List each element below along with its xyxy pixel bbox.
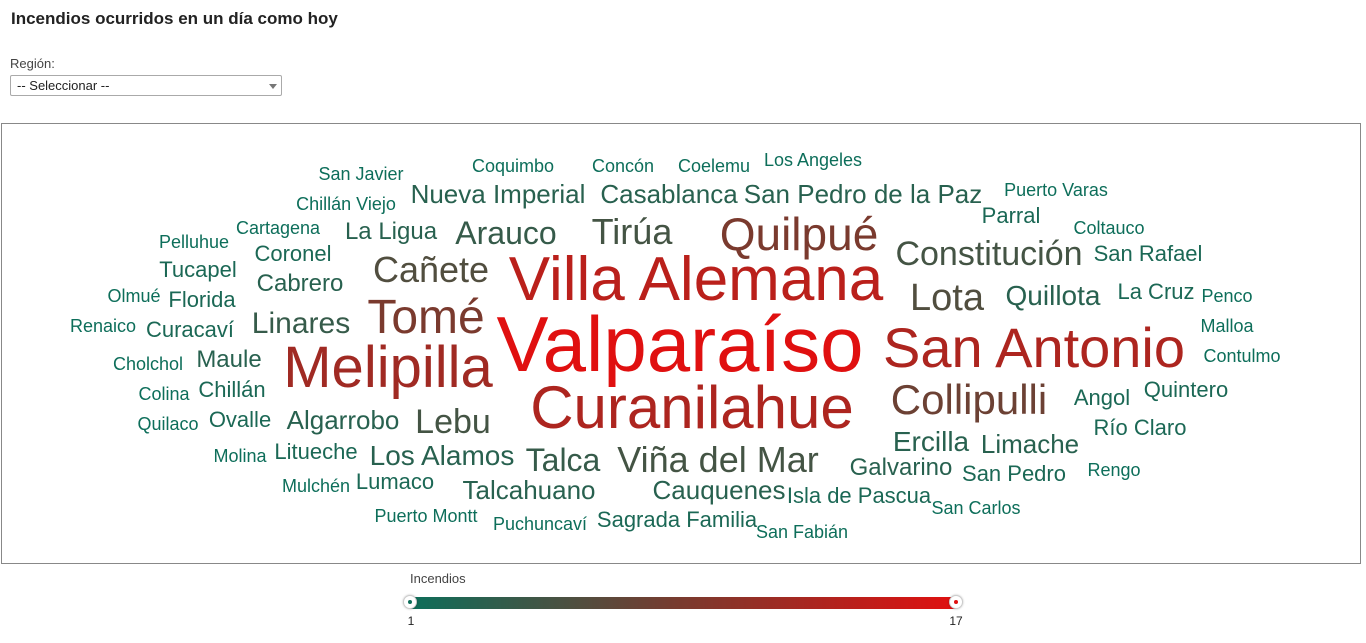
cloud-word[interactable]: San Fabián xyxy=(755,522,849,542)
cloud-word[interactable]: Curacaví xyxy=(145,317,235,342)
cloud-word[interactable]: Molina xyxy=(213,446,267,466)
cloud-word[interactable]: Cauquenes xyxy=(652,475,786,505)
region-select[interactable]: -- Seleccionar -- xyxy=(10,75,282,96)
cloud-word[interactable]: Puerto Varas xyxy=(1004,180,1108,200)
cloud-word[interactable]: Mulchén xyxy=(281,476,351,496)
cloud-word[interactable]: Cabrero xyxy=(256,270,344,297)
legend-color-bar xyxy=(410,597,956,609)
cloud-word[interactable]: Concón xyxy=(591,156,655,176)
cloud-word[interactable]: La Cruz xyxy=(1117,279,1195,304)
cloud-word[interactable]: Olmué xyxy=(107,286,161,306)
cloud-word[interactable]: Valparaíso xyxy=(496,300,864,388)
cloud-word[interactable]: Arauco xyxy=(455,215,557,251)
cloud-word[interactable]: Puerto Montt xyxy=(374,506,478,526)
cloud-word[interactable]: Litueche xyxy=(274,439,358,464)
cloud-word[interactable]: Lebu xyxy=(415,403,491,441)
cloud-word[interactable]: Tucapel xyxy=(159,257,237,282)
cloud-word[interactable]: Quintero xyxy=(1143,377,1229,402)
cloud-word[interactable]: Viña del Mar xyxy=(617,439,819,480)
cloud-word[interactable]: Melipilla xyxy=(283,335,493,400)
legend-min-handle[interactable] xyxy=(403,595,417,609)
cloud-word[interactable]: Algarrobo xyxy=(286,405,400,435)
cloud-word[interactable]: Coelemu xyxy=(677,156,751,176)
cloud-word[interactable]: Contulmo xyxy=(1203,346,1281,366)
cloud-word[interactable]: San Pedro de la Paz xyxy=(743,179,983,209)
cloud-word[interactable]: Constitución xyxy=(895,235,1083,273)
cloud-word[interactable]: Maule xyxy=(196,346,262,373)
cloud-word[interactable]: Sagrada Familia xyxy=(596,507,758,532)
cloud-word[interactable]: Los Angeles xyxy=(763,150,863,170)
cloud-word[interactable]: Cañete xyxy=(372,249,490,290)
cloud-word[interactable]: Linares xyxy=(251,307,351,340)
cloud-word[interactable]: San Pedro xyxy=(962,461,1066,486)
cloud-word[interactable]: Curanilahue xyxy=(530,374,854,441)
cloud-word[interactable]: Ercilla xyxy=(892,426,970,457)
cloud-word[interactable]: Talcahuano xyxy=(462,475,596,505)
cloud-word[interactable]: Pelluhue xyxy=(158,232,230,252)
cloud-word[interactable]: Galvarino xyxy=(849,454,953,481)
region-label: Región: xyxy=(10,56,55,71)
cloud-word[interactable]: Casablanca xyxy=(600,179,738,209)
cloud-word[interactable]: San Rafael xyxy=(1093,241,1203,266)
cloud-word[interactable]: San Antonio xyxy=(882,316,1186,379)
cloud-word[interactable]: Collipulli xyxy=(890,376,1048,423)
chevron-down-icon xyxy=(269,84,277,89)
cloud-word[interactable]: Nueva Imperial xyxy=(410,179,586,209)
cloud-word[interactable]: Angol xyxy=(1073,385,1131,410)
cloud-word[interactable]: Malloa xyxy=(1200,316,1254,336)
cloud-word[interactable]: San Javier xyxy=(318,164,404,184)
cloud-word[interactable]: Florida xyxy=(168,287,236,312)
cloud-word[interactable]: Renaico xyxy=(69,316,137,336)
cloud-word[interactable]: Limache xyxy=(980,429,1080,459)
cloud-word[interactable]: Coquimbo xyxy=(471,156,555,176)
cloud-word[interactable]: Villa Alemana xyxy=(508,245,884,314)
cloud-word[interactable]: San Carlos xyxy=(931,498,1021,518)
cloud-word[interactable]: Quillota xyxy=(1005,280,1101,311)
page-title: Incendios ocurridos en un día como hoy xyxy=(11,9,338,28)
cloud-word[interactable]: Tomé xyxy=(367,291,485,344)
cloud-word[interactable]: Penco xyxy=(1201,286,1253,306)
cloud-word[interactable]: Cholchol xyxy=(112,354,184,374)
cloud-word[interactable]: Chillán Viejo xyxy=(296,194,396,214)
cloud-word[interactable]: Rengo xyxy=(1087,460,1141,480)
word-cloud: Valparaíso Villa Alemana San Antonio Curani… xyxy=(1,123,1361,564)
legend-max-label: 17 xyxy=(949,614,963,628)
cloud-word[interactable]: Quilpué xyxy=(719,208,879,260)
region-select-value: -- Seleccionar -- xyxy=(17,78,110,93)
cloud-word[interactable]: Lumaco xyxy=(355,469,435,494)
cloud-word[interactable]: Puchuncaví xyxy=(492,514,588,534)
cloud-word[interactable]: Chillán xyxy=(198,377,266,402)
cloud-word[interactable]: Parral xyxy=(981,203,1041,228)
cloud-word[interactable]: Quilaco xyxy=(137,414,199,434)
cloud-word[interactable]: Talca xyxy=(525,442,601,478)
cloud-word[interactable]: Ovalle xyxy=(208,407,272,432)
cloud-word[interactable]: Los Alamos xyxy=(369,440,515,471)
cloud-word[interactable]: Río Claro xyxy=(1093,415,1187,440)
legend-min-label: 1 xyxy=(407,614,415,628)
legend-max-handle[interactable] xyxy=(949,595,963,609)
cloud-word[interactable]: Lota xyxy=(910,277,984,319)
cloud-word[interactable]: Tirúa xyxy=(591,211,673,252)
cloud-word[interactable]: La Ligua xyxy=(344,218,438,245)
cloud-word[interactable]: Cartagena xyxy=(235,218,321,238)
cloud-word[interactable]: Coltauco xyxy=(1073,218,1145,238)
cloud-word[interactable]: Isla de Pascua xyxy=(786,483,932,508)
cloud-word[interactable]: Coronel xyxy=(254,241,332,266)
cloud-word[interactable]: Colina xyxy=(138,384,190,404)
legend-title: Incendios xyxy=(410,571,466,586)
